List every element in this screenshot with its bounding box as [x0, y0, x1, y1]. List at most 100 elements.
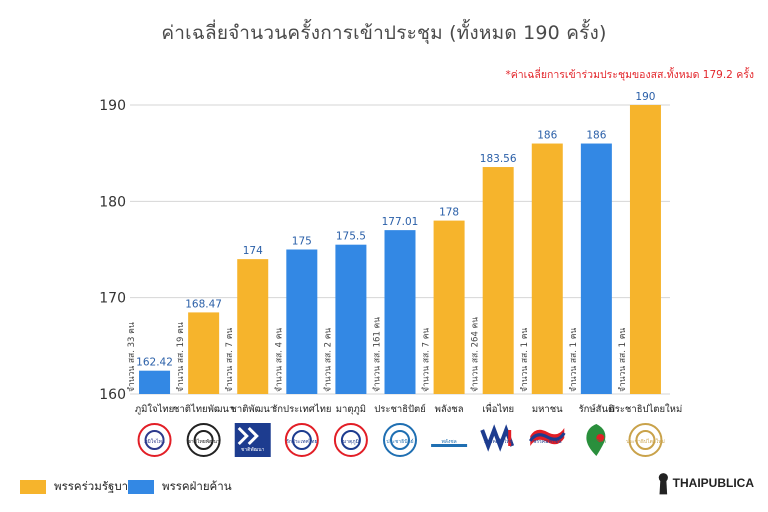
logo-text: ประชาธิปัตย์ — [386, 438, 413, 445]
logo-text: ภูมิใจไทย — [144, 438, 165, 445]
x-tick-label: มหาชน — [532, 404, 563, 415]
legend-swatch-opposition — [128, 480, 154, 494]
mp-count-label: จำนวน สส. 7 คน — [225, 328, 235, 392]
logo-ring — [186, 423, 221, 457]
keyhole-icon — [658, 473, 668, 495]
logo-inner — [635, 430, 656, 450]
logo-ring — [383, 423, 417, 457]
y-tick-label: 180 — [99, 194, 126, 210]
bar-9 — [531, 143, 563, 394]
mp-count-label: จำนวน สส. 264 คน — [471, 317, 481, 392]
value-label: 190 — [635, 91, 655, 103]
value-label: 168.47 — [185, 298, 222, 310]
party-logo-7: พลังชล — [431, 432, 468, 448]
value-label: 186 — [537, 130, 557, 142]
bar-11 — [629, 105, 661, 394]
bar-chart: 160 170 180 190 162.42 168.47 174 175 175.5 177.… — [99, 91, 683, 457]
brand-name: THAIPUBLICA — [672, 476, 754, 490]
mp-count-label: จำนวน สส. 1 คน — [520, 328, 530, 392]
value-label: 175 — [292, 236, 312, 248]
bar-10 — [580, 143, 612, 394]
value-label: 183.56 — [480, 153, 517, 165]
legend-swatch-government — [20, 480, 46, 494]
x-tick-label: ภูมิใจไทย — [135, 403, 174, 415]
legend-label-government: พรรคร่วมรัฐบาล — [54, 479, 136, 493]
x-tick-label: รักษ์สันติ — [579, 403, 615, 415]
y-tick-label: 190 — [99, 98, 126, 114]
value-label: 174 — [243, 245, 263, 257]
logo-ring — [628, 423, 663, 457]
logo-inner — [340, 430, 361, 450]
logo-ring — [137, 423, 172, 457]
logo-inner — [390, 430, 410, 450]
logo-ring — [333, 423, 368, 457]
logo-chevrons — [237, 426, 259, 446]
average-note: *ค่าเฉลี่ยการเข้าร่วมประชุมของสส.ทั้งหมด… — [505, 69, 754, 81]
value-label: 186 — [586, 130, 606, 142]
x-tick-label: รักประเทศไทย — [272, 403, 331, 415]
logo-text: รักประเทศไทย — [286, 438, 317, 445]
logo-dot — [596, 434, 605, 442]
logo-inner — [144, 430, 165, 450]
logo-ring — [284, 423, 319, 457]
x-tick-label: พลังชล — [435, 404, 464, 415]
y-tick-label: 160 — [99, 387, 126, 403]
party-logo-4: รักประเทศไทย — [284, 423, 319, 457]
logo-mark — [480, 424, 515, 452]
bar-2 — [188, 312, 220, 394]
logo-map — [586, 424, 606, 456]
logo-underline — [431, 444, 468, 447]
mp-count-label: จำนวน สส. 1 คน — [618, 328, 628, 392]
legend-government: พรรคร่วมรัฐบาล — [20, 478, 135, 496]
mp-count-label: จำนวน สส. 33 คน — [127, 322, 137, 392]
party-logo-6: ประชาธิปัตย์ — [383, 423, 417, 457]
x-tick-label: ชาติไทยพัฒนา — [173, 403, 234, 415]
bar-5 — [335, 244, 367, 394]
party-logo-8: พรรคเพื่อไทย — [480, 424, 515, 452]
x-tick-label: เพื่อไทย — [482, 402, 514, 415]
logo-inner — [193, 430, 214, 450]
bar-6 — [384, 230, 416, 394]
legend-label-opposition: พรรคฝ่ายค้าน — [162, 479, 232, 493]
party-logo-1: ภูมิใจไทย — [137, 423, 172, 457]
bar-4 — [286, 249, 318, 394]
value-label: 177.01 — [382, 216, 419, 228]
bar-1 — [139, 370, 171, 394]
chart-title: ค่าเฉลี่ยจำนวนครั้งการเข้าประชุม (ทั้งหม… — [161, 22, 607, 44]
logo-text: มาตุภูมิ — [343, 438, 359, 445]
logo-text: พรรคมหาชน — [533, 439, 562, 445]
value-label: 162.42 — [136, 357, 173, 369]
logo-wave — [528, 432, 566, 442]
logo-text: ชาติไทยพัฒนา — [188, 438, 220, 445]
value-label: 175.5 — [336, 231, 366, 243]
legend-opposition: พรรคฝ่ายค้าน — [128, 478, 232, 496]
x-tick-label: มาตุภูมิ — [336, 404, 366, 415]
mp-count-label: จำนวน สส. 2 คน — [323, 328, 333, 392]
logo-text: พลังชล — [441, 439, 456, 445]
brand-logo: THAIPUBLICA — [658, 466, 754, 500]
x-tick-label: ชาติพัฒนา — [230, 404, 275, 415]
mp-count-label: จำนวน สส. 4 คน — [274, 328, 284, 392]
mp-count-label: จำนวน สส. 1 คน — [569, 328, 579, 392]
logo-text: ประชาธิปไตยใหม่ — [626, 438, 665, 445]
mp-count-label: จำนวน สส. 7 คน — [422, 328, 432, 392]
party-logo-2: ชาติไทยพัฒนา — [186, 423, 221, 457]
bar-3 — [237, 259, 269, 394]
bar-7 — [433, 220, 465, 394]
x-tick-label: ประชาธิปัตย์ — [374, 403, 426, 415]
party-logo-3: ชาติพัฒนา — [234, 423, 271, 457]
logo-text: พรรคเพื่อไทย — [484, 438, 513, 445]
logo-text: รักษ์สันติ — [587, 438, 606, 445]
x-tick-label: ประชาธิปไตยใหม่ — [609, 403, 683, 415]
logo-accent — [508, 430, 512, 446]
party-logo-5: มาตุภูมิ — [333, 423, 368, 457]
bar-8 — [482, 167, 514, 394]
logo-text: ชาติพัฒนา — [241, 446, 265, 453]
party-logo-10: รักษ์สันติ — [586, 424, 606, 456]
party-logo-9: พรรคมหาชน — [528, 428, 566, 446]
mp-count-label: จำนวน สส. 161 คน — [373, 317, 383, 392]
logo-inner — [291, 430, 312, 450]
y-tick-label: 170 — [99, 291, 126, 307]
value-label: 178 — [439, 207, 459, 219]
